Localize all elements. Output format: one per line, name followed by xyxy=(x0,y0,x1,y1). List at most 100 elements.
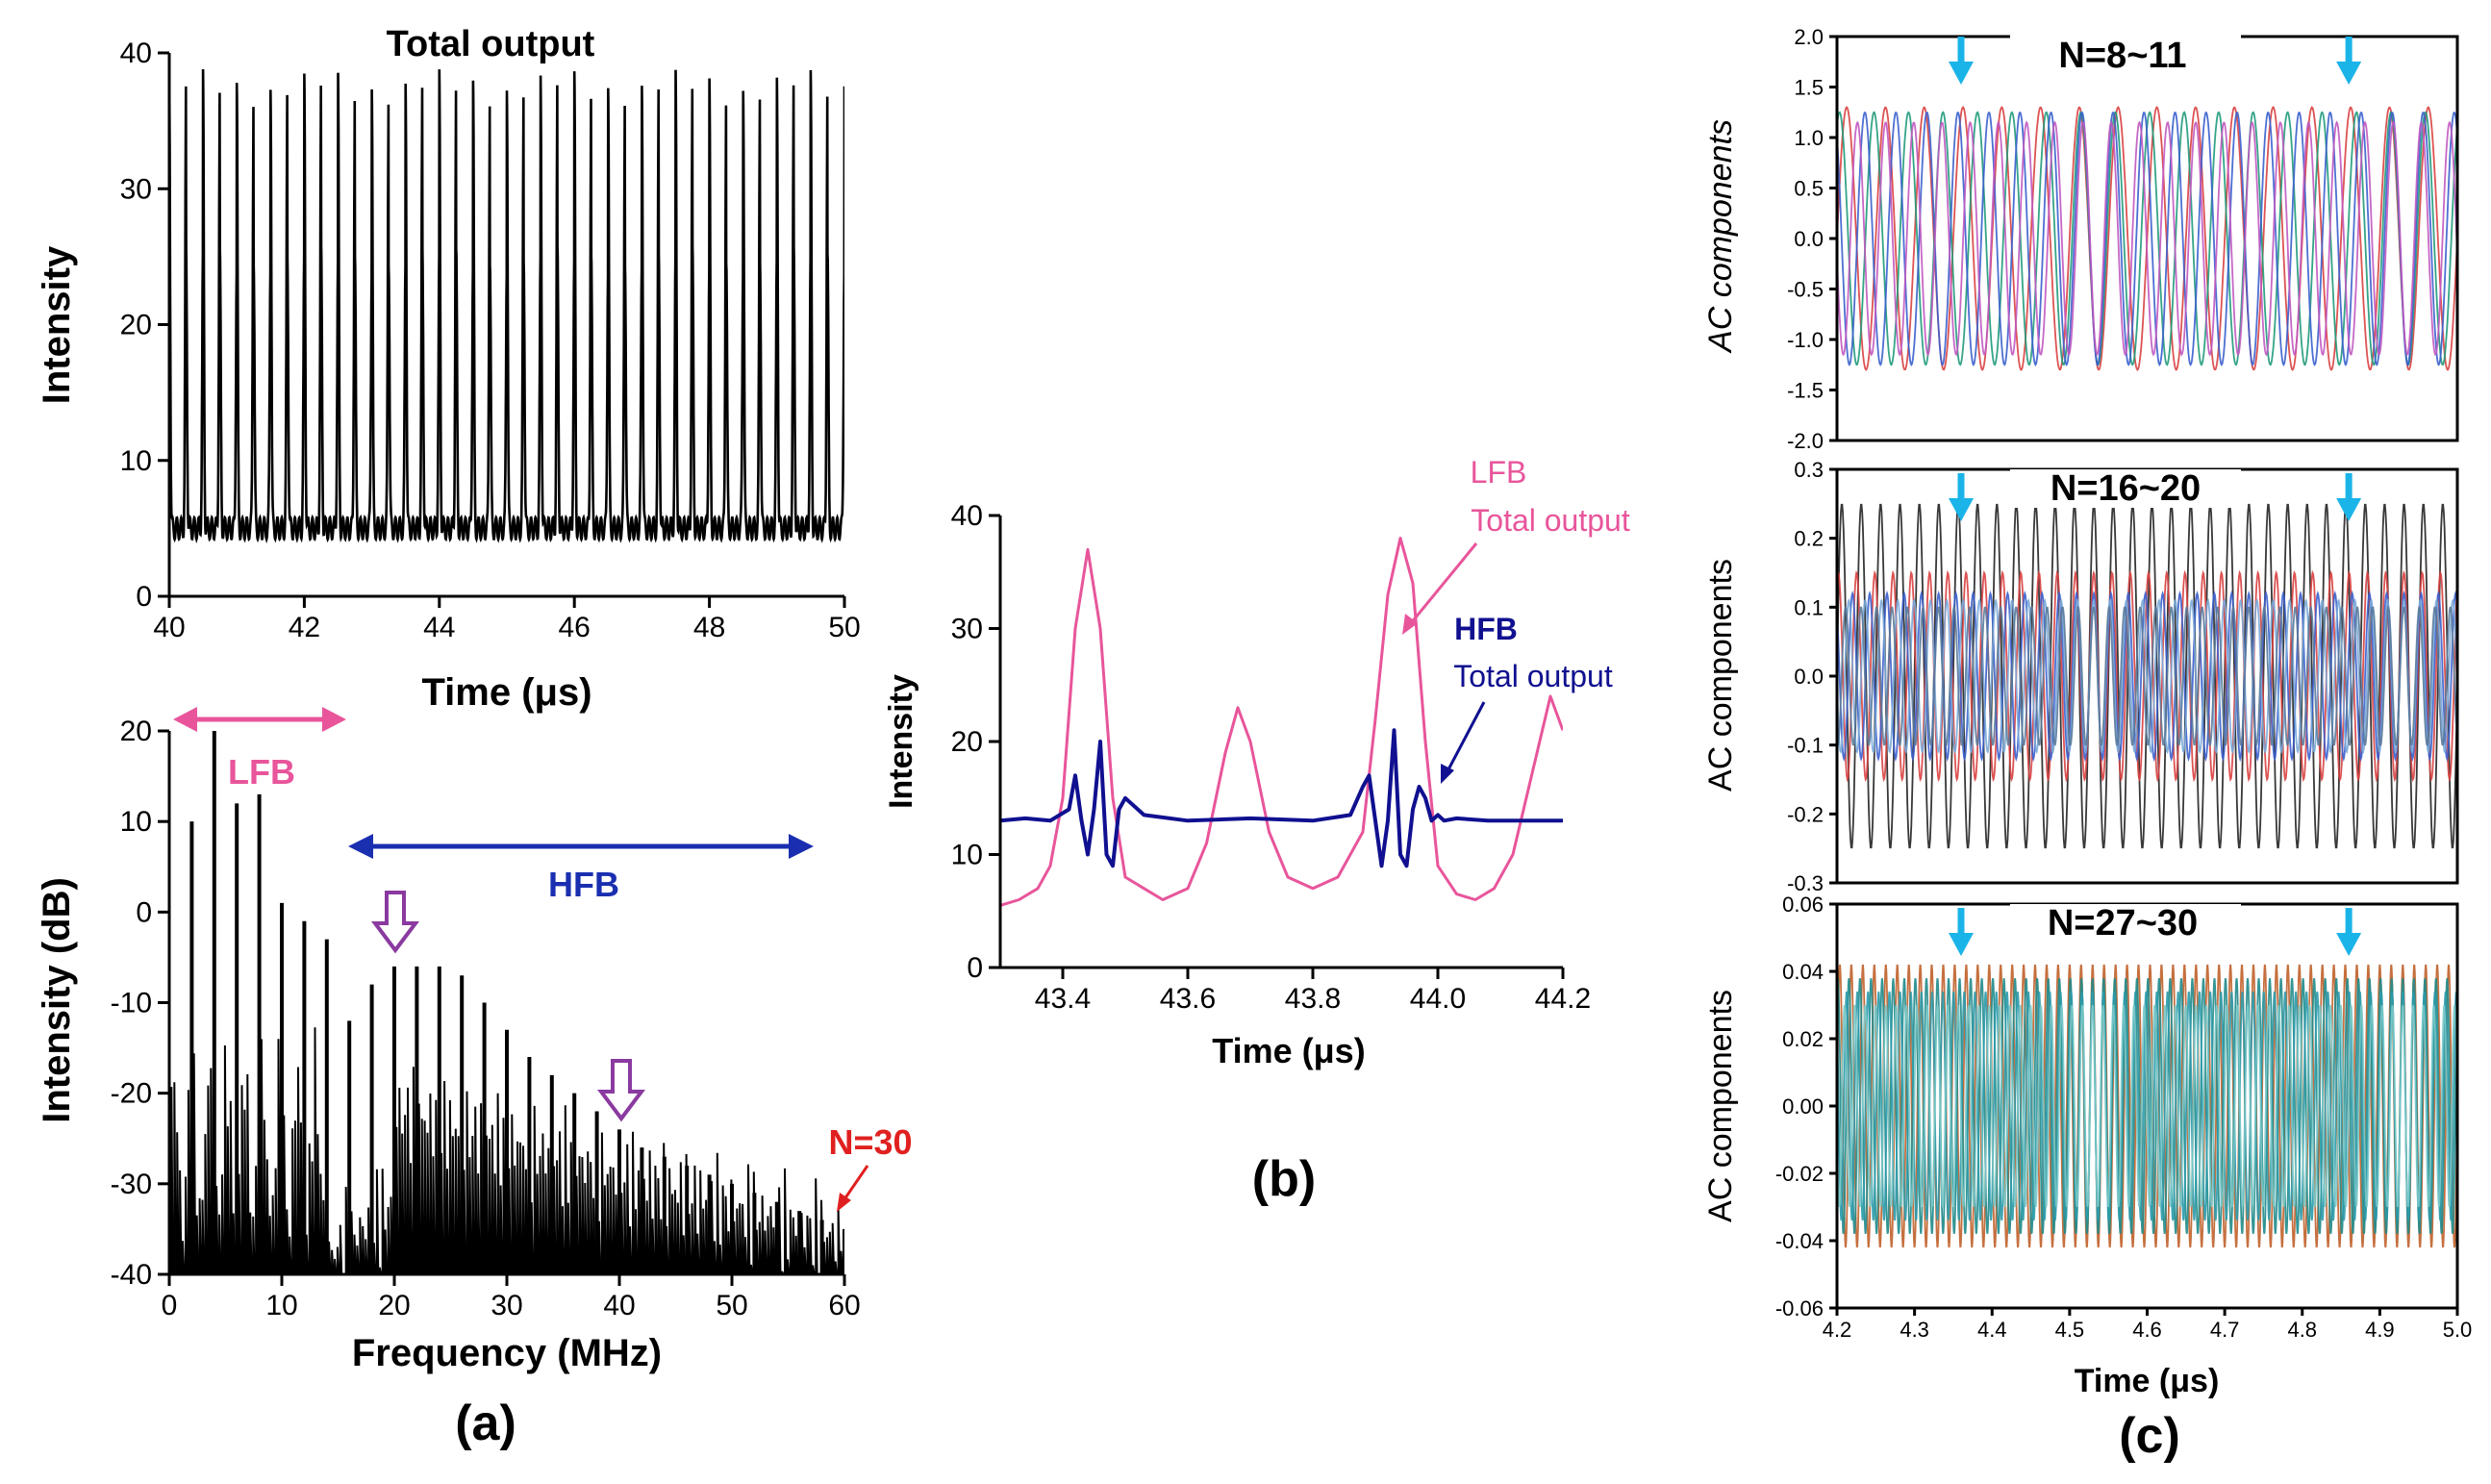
lfb-range-arrow xyxy=(173,707,346,732)
lfb-legend-line2: Total output xyxy=(1471,503,1630,538)
y-tick-label: 30 xyxy=(120,173,152,205)
y-tick-label: 0.00 xyxy=(1782,1094,1824,1119)
series-line-n11 xyxy=(1837,120,2457,357)
y-tick-label: 0.5 xyxy=(1794,177,1824,201)
n30-label: N=30 xyxy=(828,1122,912,1162)
a-top-xlabel: Time (μs) xyxy=(421,671,591,714)
c1-axes: -2.0 -1.5 -1.0 -0.5 0.0 0.5 1.0 1.5 2.0 xyxy=(1787,25,2459,453)
a-bot-xlabel: Frequency (MHz) xyxy=(352,1332,662,1374)
series-line-n30 xyxy=(1837,1004,2457,1208)
series-line-n10 xyxy=(1837,112,2457,366)
y-tick-label: -1.0 xyxy=(1787,328,1824,352)
y-tick-label: 40 xyxy=(951,500,983,532)
x-tick-label: 4.4 xyxy=(1977,1318,2007,1342)
x-tick-label: 4.3 xyxy=(1900,1318,1929,1342)
x-tick-label: 4.2 xyxy=(1823,1318,1852,1342)
y-tick-label: -1.5 xyxy=(1787,379,1824,403)
x-tick-label: 30 xyxy=(491,1290,522,1321)
c1-title: N=8~11 xyxy=(2058,36,2186,76)
c1-series xyxy=(1837,106,2457,371)
a-top-series xyxy=(169,68,844,544)
x-tick-label: 4.5 xyxy=(2055,1318,2085,1342)
y-tick-label: -0.2 xyxy=(1787,802,1824,826)
y-tick-label: 0 xyxy=(136,581,152,613)
recurrence-arrow-head-icon xyxy=(1949,62,1974,85)
y-tick-label: 0.3 xyxy=(1794,458,1824,482)
c2-series xyxy=(1837,503,2457,849)
y-tick-label: 0 xyxy=(967,952,983,984)
series-line-total-output xyxy=(169,68,844,544)
b-xlabel: Time (μs) xyxy=(1212,1031,1365,1070)
lfb-pointer-arrow xyxy=(1402,542,1478,635)
x-tick-label: 43.8 xyxy=(1285,983,1341,1015)
hfb-pointer-arrow xyxy=(1441,701,1486,784)
hfb-label: HFB xyxy=(548,865,619,904)
y-tick-label: 0.2 xyxy=(1794,527,1824,551)
y-tick-label: 1.5 xyxy=(1794,76,1824,100)
y-tick-label: 10 xyxy=(120,806,152,838)
y-tick-label: -20 xyxy=(111,1078,152,1110)
x-tick-label: 20 xyxy=(378,1290,410,1321)
x-tick-label: 50 xyxy=(828,612,860,643)
y-tick-label: 0 xyxy=(136,896,152,928)
c2-title-bg xyxy=(2010,469,2241,508)
b-axes: 43.4 43.6 43.8 44.0 44.2 0 10 20 30 40 xyxy=(951,500,1592,1015)
y-tick-label: -2.0 xyxy=(1787,429,1824,453)
y-tick-label: 0.0 xyxy=(1794,227,1824,251)
hfb-range-arrow xyxy=(348,834,814,859)
lfb-label: LFB xyxy=(228,752,295,792)
x-tick-label: 44.2 xyxy=(1535,983,1591,1015)
b-series xyxy=(1000,537,1563,907)
x-tick-label: 4.8 xyxy=(2287,1318,2317,1342)
panel-a-top: Total output 40 42 44 46 48 50 0 10 20 30 40 Time … xyxy=(36,24,861,714)
x-tick-label: 44.0 xyxy=(1410,983,1466,1015)
lfb-legend-line1: LFB xyxy=(1471,455,1527,490)
y-tick-label: 20 xyxy=(951,726,983,758)
b-ylabel: Intensity xyxy=(883,674,919,809)
a-bot-ylabel: Intensity (dB) xyxy=(36,877,78,1123)
down-arrow-icon xyxy=(371,891,419,954)
c1-title-bg xyxy=(2010,34,2241,76)
x-tick-label: 44 xyxy=(423,612,455,643)
recurrence-arrow-head-icon xyxy=(1949,933,1974,956)
x-tick-label: 40 xyxy=(153,612,185,643)
a-top-title: Total output xyxy=(387,24,595,64)
y-tick-label: 10 xyxy=(951,840,983,871)
y-tick-label: -40 xyxy=(111,1259,152,1291)
recurrence-arrow-head-icon xyxy=(2336,498,2362,521)
a-bot-series xyxy=(170,731,844,1274)
c2-title: N=16~20 xyxy=(2051,468,2201,509)
a-top-axes: 40 42 44 46 48 50 0 10 20 30 40 xyxy=(120,38,861,643)
y-tick-label: -10 xyxy=(111,988,152,1019)
x-tick-label: 4.7 xyxy=(2210,1318,2240,1342)
y-tick-label: 40 xyxy=(120,38,152,69)
recurrence-arrow-head-icon xyxy=(2336,933,2362,956)
c3-title: N=27~30 xyxy=(2048,903,2198,943)
y-tick-label: 0.04 xyxy=(1782,960,1824,984)
y-tick-label: 10 xyxy=(120,445,152,477)
y-tick-label: -0.1 xyxy=(1787,734,1824,758)
c-panel-label: (c) xyxy=(2119,1408,2180,1464)
series-line-n20 xyxy=(1837,606,2457,746)
a-bot-axes: 0 10 20 30 40 50 60 -40 -30 -20 -10 0 10 20 xyxy=(111,716,861,1321)
y-tick-label: -0.02 xyxy=(1775,1162,1824,1186)
y-tick-label: 0.1 xyxy=(1794,595,1824,619)
hfb-legend-line2: Total output xyxy=(1453,659,1613,693)
recurrence-arrow-head-icon xyxy=(1949,498,1974,521)
y-tick-label: 0.0 xyxy=(1794,665,1824,689)
series-line-n19 xyxy=(1837,597,2457,755)
y-tick-label: -0.3 xyxy=(1787,871,1824,895)
series-line-lfb xyxy=(1000,537,1563,907)
x-tick-label: 43.6 xyxy=(1160,983,1216,1015)
x-tick-label: 50 xyxy=(716,1290,747,1321)
c-arrows xyxy=(1949,37,2362,956)
x-tick-label: 40 xyxy=(603,1290,635,1321)
x-tick-label: 0 xyxy=(162,1290,178,1321)
hfb-legend-line1: HFB xyxy=(1454,612,1518,646)
y-tick-label: 20 xyxy=(120,716,152,747)
x-tick-label: 43.4 xyxy=(1035,983,1091,1015)
x-tick-label: 4.6 xyxy=(2132,1318,2162,1342)
x-tick-label: 5.0 xyxy=(2443,1318,2473,1342)
